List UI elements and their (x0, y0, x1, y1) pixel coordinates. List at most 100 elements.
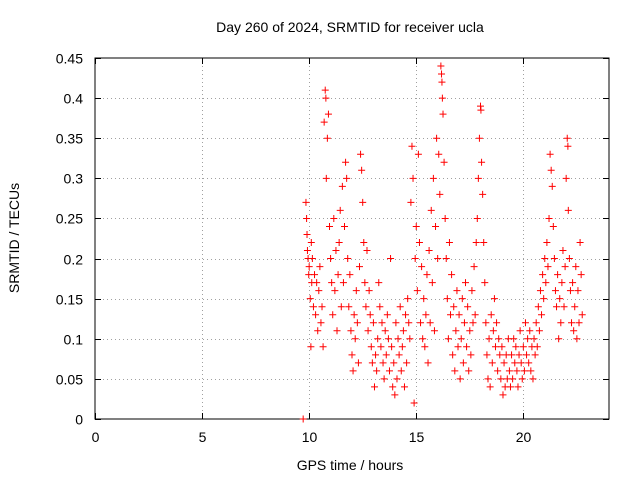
data-point (438, 78, 446, 86)
data-point (531, 351, 539, 359)
data-point (336, 206, 344, 214)
data-point (387, 255, 395, 263)
data-point (421, 343, 429, 351)
data-point (509, 375, 517, 383)
data-point (458, 295, 466, 303)
data-point (318, 303, 326, 311)
x-tick-label: 5 (199, 429, 207, 445)
data-point (361, 279, 369, 287)
data-point (506, 383, 514, 391)
data-point (358, 166, 366, 174)
data-point (555, 335, 563, 343)
data-point (400, 383, 408, 391)
data-point (471, 311, 479, 319)
data-point (408, 142, 416, 150)
data-point (445, 239, 453, 247)
data-point (470, 263, 478, 271)
data-point (556, 295, 564, 303)
data-point (532, 319, 540, 327)
data-point (405, 319, 413, 327)
data-point (477, 106, 485, 114)
data-point (521, 319, 529, 327)
data-point (472, 239, 480, 247)
data-point (442, 255, 450, 263)
data-point (464, 303, 472, 311)
data-point (394, 335, 402, 343)
data-point (415, 239, 423, 247)
data-point (367, 343, 375, 351)
data-point (491, 343, 499, 351)
y-tick-label: 0.25 (56, 211, 83, 227)
data-point (453, 287, 461, 295)
data-point (349, 367, 357, 375)
data-point (573, 335, 581, 343)
data-point (517, 359, 525, 367)
data-point (419, 335, 427, 343)
axis-ticks (95, 58, 609, 420)
data-point (520, 367, 528, 375)
data-point (441, 214, 449, 222)
data-point (525, 359, 533, 367)
chart-title: Day 260 of 2024, SRMTID for receiver ucl… (216, 19, 484, 35)
data-point (440, 158, 448, 166)
data-point (331, 287, 339, 295)
data-point (549, 222, 557, 230)
y-tick-labels: 0 0.05 0.1 0.15 0.2 0.25 0.3 0.35 0.4 0.45 (56, 51, 83, 428)
data-point (550, 255, 558, 263)
data-point (505, 367, 513, 375)
data-point (518, 375, 526, 383)
data-point (344, 255, 352, 263)
data-point (437, 62, 445, 70)
data-point (489, 327, 497, 335)
data-point (395, 351, 403, 359)
data-point (571, 303, 579, 311)
data-point (407, 198, 415, 206)
data-point (388, 343, 396, 351)
data-point (523, 351, 531, 359)
data-point (306, 295, 314, 303)
data-point (380, 375, 388, 383)
data-point (305, 263, 313, 271)
data-point (469, 319, 477, 327)
data-point (455, 311, 463, 319)
data-point (376, 303, 384, 311)
data-point (456, 375, 464, 383)
data-point (364, 327, 372, 335)
data-point (363, 247, 371, 255)
data-point (430, 327, 438, 335)
data-point (329, 311, 337, 319)
data-point (425, 247, 433, 255)
data-point (513, 367, 521, 375)
data-point (475, 134, 483, 142)
data-point (462, 279, 470, 287)
data-point (514, 383, 522, 391)
data-point (312, 311, 320, 319)
data-point (438, 70, 446, 78)
data-point (569, 279, 577, 287)
x-tick-label: 10 (302, 429, 318, 445)
data-point (484, 375, 492, 383)
x-axis-label: GPS time / hours (297, 457, 404, 473)
data-point (399, 327, 407, 335)
x-tick-label: 20 (516, 429, 532, 445)
data-point (368, 359, 376, 367)
data-point (348, 351, 356, 359)
data-point (543, 239, 551, 247)
data-point (370, 383, 378, 391)
data-point (568, 319, 576, 327)
data-point (488, 359, 496, 367)
data-point (574, 287, 582, 295)
data-point (473, 214, 481, 222)
data-point (322, 94, 330, 102)
data-point (357, 150, 365, 158)
data-point (375, 279, 383, 287)
data-point (428, 279, 436, 287)
data-point (303, 230, 311, 238)
data-point (308, 255, 316, 263)
data-point (334, 271, 342, 279)
data-point (316, 263, 324, 271)
data-point (432, 222, 440, 230)
data-point (534, 303, 542, 311)
data-point (402, 311, 410, 319)
